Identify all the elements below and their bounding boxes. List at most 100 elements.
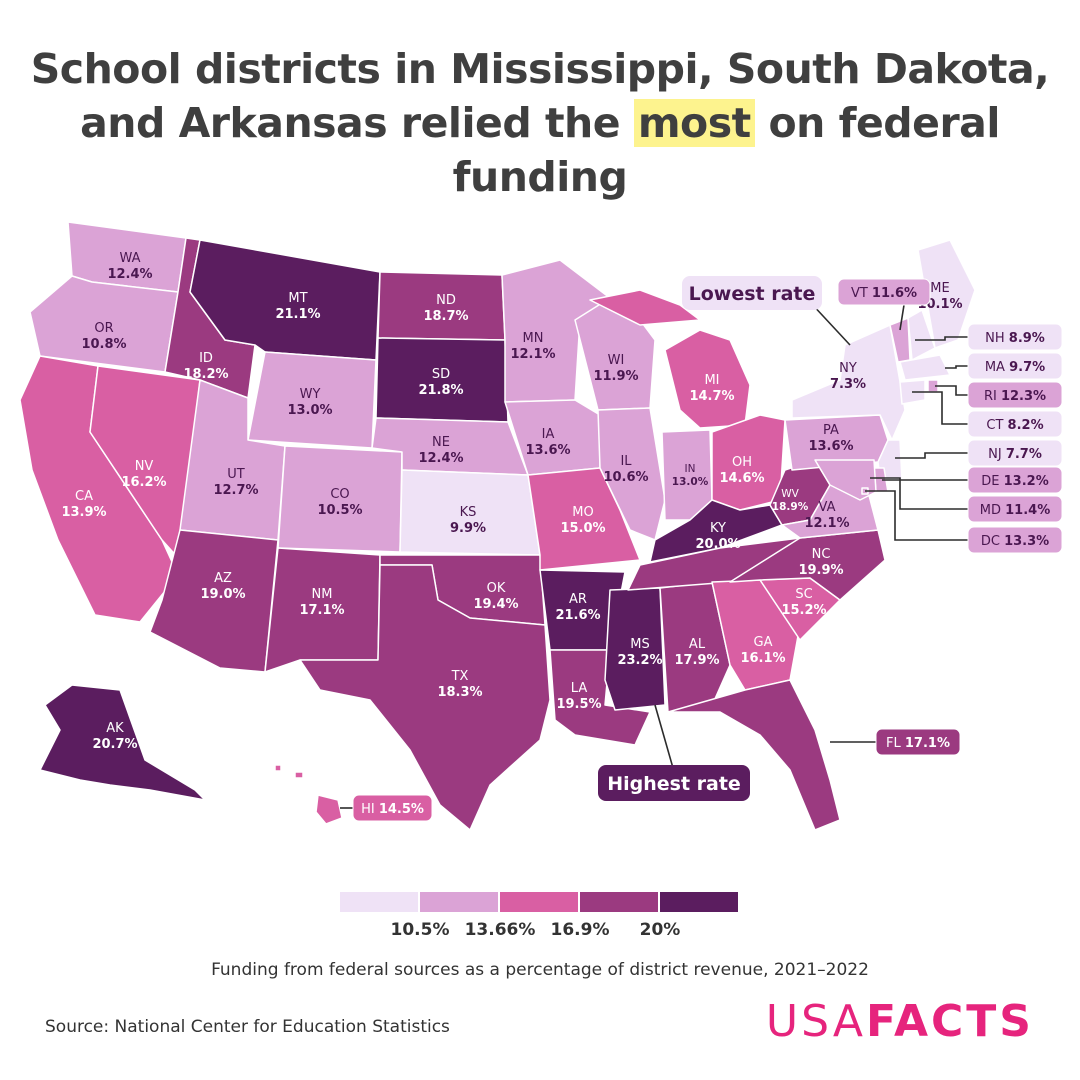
label-wv-code: WV [781,488,799,500]
label-wa-code: WA [119,251,140,266]
state-md [814,459,877,501]
label-tx-value: 18.3% [437,685,482,700]
label-nv-code: NV [135,459,154,474]
legend-swatch-5 [660,892,738,912]
label-ne: NE 12.4% [418,435,463,466]
callout-box-md [967,495,1063,523]
label-wy-code: WY [300,387,321,402]
callout-box-hi [352,794,433,822]
label-mo-code: MO [572,505,593,520]
label-nc-value: 19.9% [798,563,843,578]
label-mo: MO 15.0% [560,505,605,536]
label-ak-value: 20.7% [92,737,137,752]
label-nc: NC 19.9% [798,547,843,578]
label-co-code: CO [330,487,349,502]
label-sd-value: 21.8% [418,383,463,398]
label-ar-code: AR [569,592,587,607]
label-ia-value: 13.6% [525,443,570,458]
label-mi: MI 14.7% [689,373,734,404]
label-tx: TX 18.3% [437,669,482,700]
label-oh-value: 14.6% [719,471,764,486]
callout-box-vt [837,278,931,306]
label-ut-value: 12.7% [213,483,258,498]
callout-boxes: VT 11.6%NH 8.9%MA 9.7%RI 12.3%CT 8.2%NJ … [352,278,1063,822]
title-highlight: most [633,99,755,147]
legend-swatch-2 [420,892,498,912]
callout-nh-code: NH [985,331,1009,346]
label-wi: WI 11.9% [593,353,638,384]
state-labels: WA 12.4%OR 10.8%CA 13.9%NV 16.2%ID 18.2%MT 21.… [61,251,962,752]
legend-break-2: 13.66% [465,920,536,940]
state-nh [907,309,936,361]
legend-swatch-1 [340,892,418,912]
label-az-code: AZ [214,571,232,586]
label-ne-value: 12.4% [418,451,463,466]
title-text-after: on federal funding [452,99,1001,201]
callout-box-nj [967,439,1063,467]
label-co: CO 10.5% [317,487,362,518]
label-ny-code: NY [839,361,857,376]
label-ok-value: 19.4% [473,597,518,612]
label-or-value: 10.8% [81,337,126,352]
legend-swatch-4 [580,892,658,912]
callout-box-dc [967,526,1063,554]
state-ma [899,354,951,381]
usafacts-logo: USAFACTS [766,996,1034,1047]
label-al-value: 17.9% [674,653,719,668]
callout-label-nj: NJ 7.7% [988,447,1042,462]
label-nm: NM 17.1% [299,587,344,618]
chart-title: School districts in Mississippi, South D… [0,42,1080,204]
callout-box-de [967,466,1063,494]
callout-md-code: MD [980,503,1005,518]
label-sd: SD 21.8% [418,367,463,398]
legend: 10.5% 13.66% 16.9% 20% [340,892,738,940]
leader-ct [912,391,968,425]
label-nd-code: ND [436,293,456,308]
leader-ri [935,385,968,396]
label-ok-code: OK [487,581,506,596]
callout-hi-value: 14.5% [379,802,424,817]
lowest-rate-box [682,276,822,310]
label-ut-code: UT [227,467,245,482]
label-sc: SC 15.2% [781,587,826,618]
state-ny [791,324,906,441]
label-nc-code: NC [812,547,831,562]
state-ak [39,684,206,801]
callout-box-ct [967,410,1063,438]
label-wa-value: 12.4% [107,267,152,282]
label-in: IN 13.0% [672,463,709,488]
callout-md-value: 11.4% [1005,503,1050,518]
label-mi-value: 14.7% [689,389,734,404]
label-mi-code: MI [704,373,719,388]
label-nv-value: 16.2% [121,475,166,490]
legend-swatch-3 [500,892,578,912]
label-pa: PA 13.6% [808,423,853,454]
callout-leaders [340,304,968,809]
callout-ct-value: 8.2% [1008,418,1044,433]
callout-ct-code: CT [986,418,1007,433]
callout-ri-code: RI [984,389,1001,404]
label-la-value: 19.5% [556,697,601,712]
label-ky-code: KY [710,521,726,536]
callout-nj-value: 7.7% [1006,447,1042,462]
label-ak-code: AK [106,721,124,736]
callout-label-fl: FL 17.1% [886,736,950,751]
callout-fl-value: 17.1% [905,736,950,751]
label-wi-value: 11.9% [593,369,638,384]
callout-label-de: DE 13.2% [981,474,1048,489]
callout-label-ct: CT 8.2% [986,418,1043,433]
label-la-code: LA [571,681,588,696]
label-me: ME 10.1% [917,281,962,312]
state-mi [589,289,751,429]
label-mt-value: 21.1% [275,307,320,322]
label-nv: NV 16.2% [121,459,166,490]
label-ak: AK 20.7% [92,721,137,752]
callout-label-dc: DC 13.3% [981,534,1049,549]
annotations: Lowest rate Highest rate [598,276,851,801]
callout-label-hi: HI 14.5% [361,802,424,817]
label-ky-value: 20.0% [695,537,740,552]
label-ks: KS 9.9% [450,505,486,536]
label-in-value: 13.0% [672,476,709,488]
label-co-value: 10.5% [317,503,362,518]
leader-ma [945,365,968,369]
